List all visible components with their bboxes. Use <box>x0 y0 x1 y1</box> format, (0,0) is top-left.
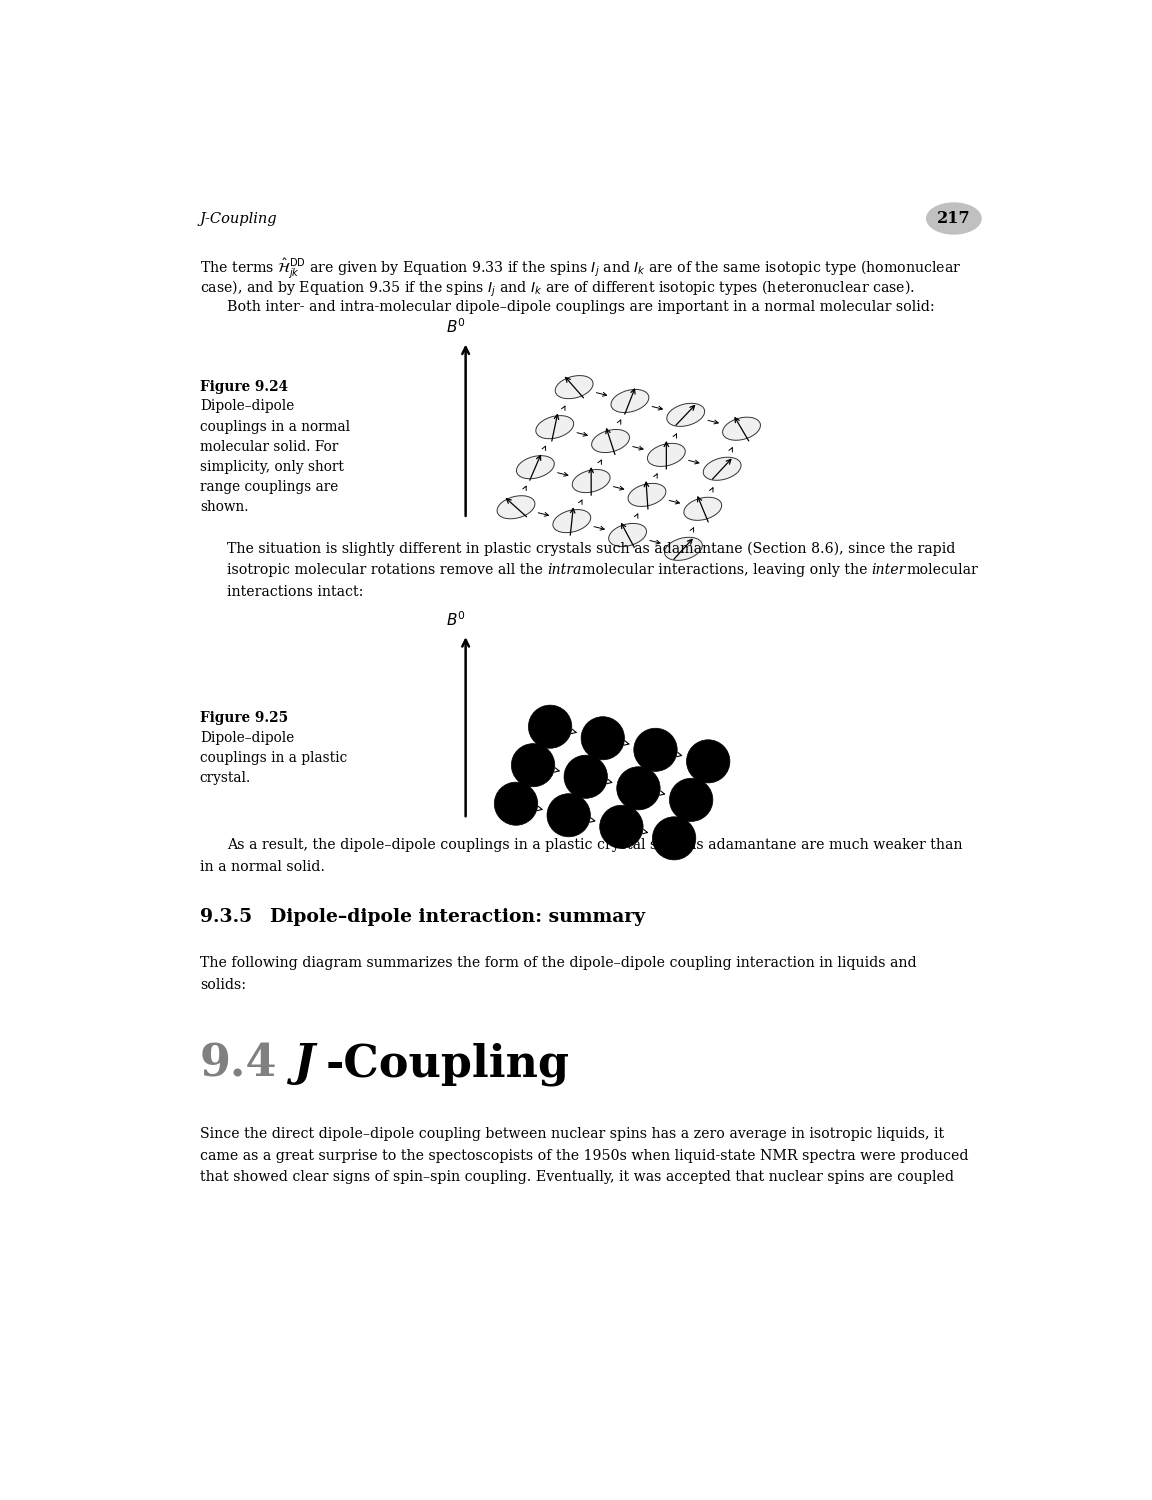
Ellipse shape <box>667 404 705 426</box>
Text: The situation is slightly different in plastic crystals such as adamantane (Sect: The situation is slightly different in p… <box>227 542 955 556</box>
Ellipse shape <box>516 456 554 478</box>
Text: Since the direct dipole–dipole coupling between nuclear spins has a zero average: Since the direct dipole–dipole coupling … <box>199 1126 943 1142</box>
Text: $B^0$: $B^0$ <box>446 610 467 628</box>
Text: 9.3.5: 9.3.5 <box>199 908 252 926</box>
Ellipse shape <box>555 375 593 399</box>
Text: -Coupling: -Coupling <box>325 1042 569 1086</box>
Ellipse shape <box>536 416 574 438</box>
Ellipse shape <box>611 390 649 412</box>
Text: that showed clear signs of spin–spin coupling. Eventually, it was accepted that : that showed clear signs of spin–spin cou… <box>199 1170 954 1184</box>
Ellipse shape <box>665 537 703 561</box>
Ellipse shape <box>703 458 741 480</box>
Ellipse shape <box>722 417 760 441</box>
Circle shape <box>616 766 660 810</box>
Text: Dipole–dipole interaction: summary: Dipole–dipole interaction: summary <box>270 908 645 926</box>
Circle shape <box>581 717 624 760</box>
Ellipse shape <box>592 429 629 453</box>
Text: The following diagram summarizes the form of the dipole–dipole coupling interact: The following diagram summarizes the for… <box>199 956 917 970</box>
Circle shape <box>494 782 538 825</box>
Text: case), and by Equation 9.35 if the spins $I_j$ and $I_k$ are of different isotop: case), and by Equation 9.35 if the spins… <box>199 279 915 298</box>
Text: inter: inter <box>872 564 907 578</box>
Ellipse shape <box>926 202 982 234</box>
Text: Dipole–dipole
couplings in a normal
molecular solid. For
simplicity, only short
: Dipole–dipole couplings in a normal mole… <box>199 399 350 513</box>
Text: As a result, the dipole–dipole couplings in a plastic crystal such as adamantane: As a result, the dipole–dipole couplings… <box>227 839 962 852</box>
Text: 217: 217 <box>937 210 971 226</box>
Circle shape <box>634 728 677 771</box>
Text: in a normal solid.: in a normal solid. <box>199 859 325 874</box>
Circle shape <box>511 744 555 788</box>
Circle shape <box>687 740 730 783</box>
Circle shape <box>669 778 713 822</box>
Text: Figure 9.24: Figure 9.24 <box>199 380 288 394</box>
Circle shape <box>547 794 591 837</box>
Text: isotropic molecular rotations remove all the: isotropic molecular rotations remove all… <box>227 564 547 578</box>
Circle shape <box>600 806 643 849</box>
Ellipse shape <box>573 470 611 492</box>
Text: Dipole–dipole
couplings in a plastic
crystal.: Dipole–dipole couplings in a plastic cry… <box>199 730 347 784</box>
Circle shape <box>564 754 607 798</box>
Text: molecular: molecular <box>907 564 978 578</box>
Text: solids:: solids: <box>199 978 245 992</box>
Text: molecular interactions, leaving only the: molecular interactions, leaving only the <box>582 564 872 578</box>
Text: J: J <box>295 1042 316 1086</box>
Text: 9.4: 9.4 <box>199 1042 278 1086</box>
Text: came as a great surprise to the spectoscopists of the 1950s when liquid-state NM: came as a great surprise to the spectosc… <box>199 1149 969 1162</box>
Circle shape <box>652 818 696 860</box>
Ellipse shape <box>647 444 685 466</box>
Ellipse shape <box>553 510 591 532</box>
Text: $B^0$: $B^0$ <box>446 318 467 336</box>
Text: Both inter- and intra-molecular dipole–dipole couplings are important in a norma: Both inter- and intra-molecular dipole–d… <box>227 300 934 313</box>
Text: J-Coupling: J-Coupling <box>199 211 278 225</box>
Ellipse shape <box>628 483 666 507</box>
Circle shape <box>529 705 571 748</box>
Text: interactions intact:: interactions intact: <box>227 585 363 598</box>
Ellipse shape <box>497 495 535 519</box>
Ellipse shape <box>684 496 721 520</box>
Text: intra: intra <box>547 564 582 578</box>
Ellipse shape <box>608 524 646 546</box>
Text: The terms $\hat{\mathcal{H}}_{jk}^{\mathrm{DD}}$ are given by Equation 9.33 if t: The terms $\hat{\mathcal{H}}_{jk}^{\math… <box>199 256 961 280</box>
Text: Figure 9.25: Figure 9.25 <box>199 711 288 726</box>
